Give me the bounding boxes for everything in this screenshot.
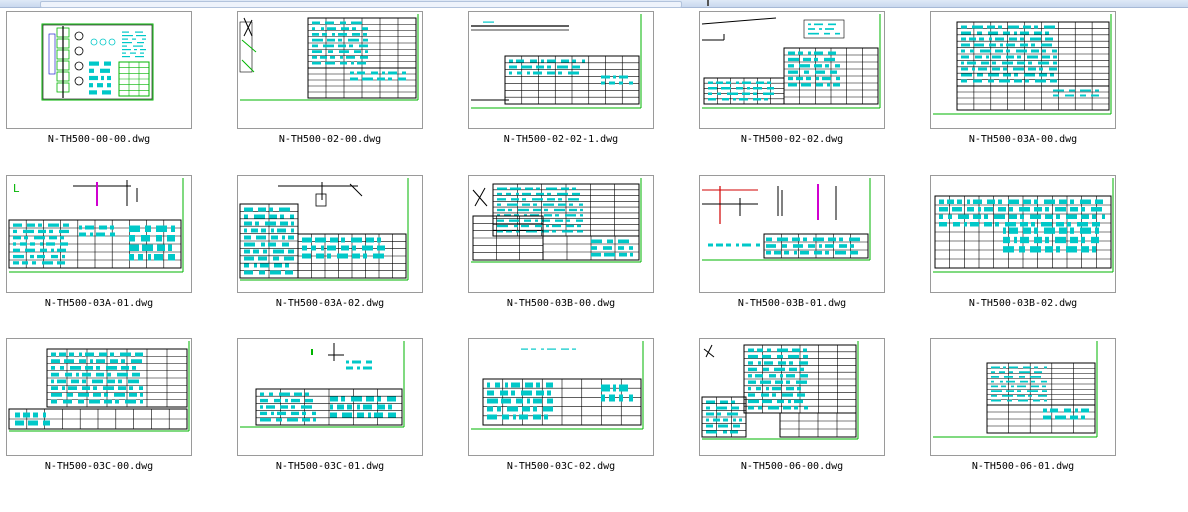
dwg-thumbnail-icon[interactable] (930, 338, 1116, 456)
file-name-label[interactable]: N-TH500-03C-02.dwg (506, 461, 616, 472)
dwg-thumbnail-icon[interactable] (468, 338, 654, 456)
file-item[interactable]: N-TH500-02-00.dwg (237, 11, 427, 151)
file-item[interactable]: N-TH500-06-01.dwg (930, 338, 1120, 478)
cad-drawing-preview (8, 341, 190, 432)
cad-drawing-preview (239, 14, 419, 101)
file-item[interactable]: N-TH500-00-00.dwg (6, 11, 196, 151)
cad-drawing-preview (933, 341, 1098, 438)
scrollbar-thumb[interactable] (40, 1, 682, 8)
file-name-label[interactable]: N-TH500-03C-00.dwg (44, 461, 154, 472)
file-name-label[interactable]: N-TH500-03B-01.dwg (737, 298, 847, 309)
cad-drawing-preview (471, 178, 642, 263)
top-scrollbar[interactable] (0, 0, 1188, 8)
dwg-thumbnail-icon[interactable] (699, 175, 885, 293)
file-item[interactable]: N-TH500-03C-00.dwg (6, 338, 196, 478)
cad-drawing-preview (240, 341, 405, 428)
file-name-label[interactable]: N-TH500-02-02-1.dwg (503, 134, 619, 145)
cad-drawing-preview (471, 14, 642, 109)
dwg-thumbnail-icon[interactable] (930, 11, 1116, 129)
dwg-thumbnail-icon[interactable] (6, 11, 192, 129)
file-item[interactable]: L N-TH500-03A-01.dwg (6, 175, 196, 315)
cad-drawing-preview (933, 178, 1114, 273)
dwg-thumbnail-icon[interactable] (6, 338, 192, 456)
file-item[interactable]: N-TH500-03A-00.dwg (930, 11, 1120, 151)
file-item[interactable]: N-TH500-02-02-1.dwg (468, 11, 658, 151)
file-item[interactable]: N-TH500-03C-01.dwg (237, 338, 427, 478)
file-name-label[interactable]: N-TH500-02-00.dwg (278, 134, 382, 145)
cad-drawing-preview (701, 341, 859, 440)
file-item[interactable]: N-TH500-06-00.dwg (699, 338, 889, 478)
dwg-thumbnail-icon[interactable] (468, 11, 654, 129)
dwg-thumbnail-icon[interactable] (699, 338, 885, 456)
cad-drawing-preview (701, 14, 881, 109)
file-name-label[interactable]: N-TH500-03B-00.dwg (506, 298, 616, 309)
file-name-label[interactable]: N-TH500-03B-02.dwg (968, 298, 1078, 309)
dwg-thumbnail-icon[interactable] (468, 175, 654, 293)
svg-text:L: L (13, 182, 20, 195)
dwg-thumbnail-icon[interactable] (699, 11, 885, 129)
file-item[interactable]: N-TH500-03B-00.dwg (468, 175, 658, 315)
dwg-thumbnail-icon[interactable] (237, 11, 423, 129)
cad-drawing-preview (471, 341, 644, 430)
file-name-label[interactable]: N-TH500-03A-01.dwg (44, 298, 154, 309)
file-name-label[interactable]: N-TH500-06-00.dwg (740, 461, 844, 472)
file-name-label[interactable]: N-TH500-06-01.dwg (971, 461, 1075, 472)
dwg-thumbnail-icon[interactable]: L (6, 175, 192, 293)
file-name-label[interactable]: N-TH500-00-00.dwg (47, 134, 151, 145)
file-name-label[interactable]: N-TH500-03A-02.dwg (275, 298, 385, 309)
file-item[interactable]: N-TH500-03C-02.dwg (468, 338, 658, 478)
scroll-marker (707, 0, 709, 6)
file-item[interactable]: N-TH500-02-02.dwg (699, 11, 889, 151)
file-name-label[interactable]: N-TH500-03A-00.dwg (968, 134, 1078, 145)
dwg-thumbnail-icon[interactable] (930, 175, 1116, 293)
dwg-thumbnail-icon[interactable] (237, 338, 423, 456)
cad-drawing-preview (702, 178, 871, 261)
dwg-thumbnail-icon[interactable] (237, 175, 423, 293)
cad-drawing-preview: L (8, 178, 184, 273)
file-name-label[interactable]: N-TH500-03C-01.dwg (275, 461, 385, 472)
cad-drawing-preview (41, 23, 154, 101)
cad-drawing-preview (239, 178, 409, 281)
file-item[interactable]: N-TH500-03B-02.dwg (930, 175, 1120, 315)
cad-drawing-preview (933, 14, 1112, 115)
file-item[interactable]: N-TH500-03A-02.dwg (237, 175, 427, 315)
file-name-label[interactable]: N-TH500-02-02.dwg (740, 134, 844, 145)
file-item[interactable]: N-TH500-03B-01.dwg (699, 175, 889, 315)
